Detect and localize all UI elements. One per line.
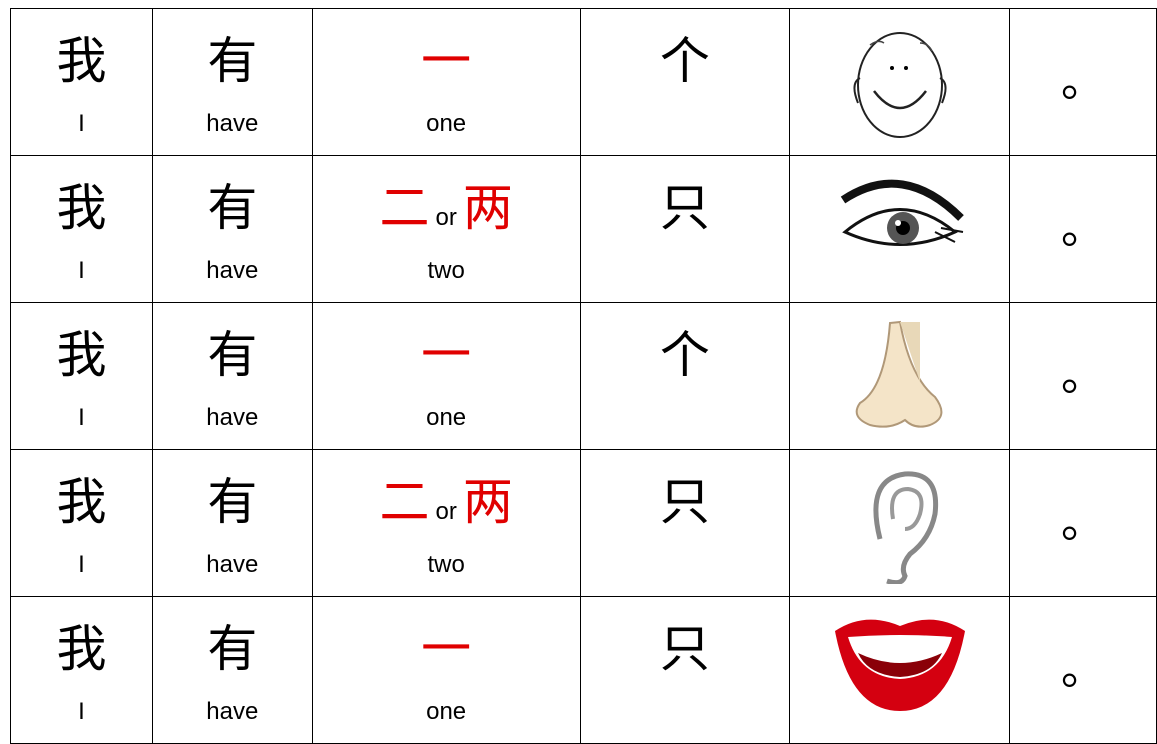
- image-cell: [789, 596, 1011, 744]
- period: 。: [1061, 203, 1106, 254]
- english-gloss: have: [206, 257, 259, 284]
- chinese-word: 我: [56, 326, 107, 384]
- english-gloss: I: [78, 257, 85, 284]
- chinese-word: 有: [207, 179, 258, 237]
- number-word: 二: [379, 473, 430, 531]
- measure-word: 只: [659, 620, 710, 678]
- chinese-number: 一: [313, 325, 580, 385]
- table-cell: 只: [579, 155, 791, 303]
- number-alt-word: 两: [462, 179, 513, 237]
- table-row: 我 I 有 have 二 or 两 two 只 。: [10, 449, 1157, 597]
- english-gloss: one: [426, 110, 467, 137]
- table-row: 我 I 有 have 二 or 两 two 只 。: [10, 155, 1157, 303]
- period: 。: [1061, 350, 1106, 401]
- measure-word: 个: [659, 326, 710, 384]
- face-image: [853, 32, 947, 138]
- chinese-word: 我: [56, 32, 107, 90]
- english-gloss: have: [206, 551, 259, 578]
- chinese-number: 二 or 两: [313, 472, 580, 542]
- table-cell: 有 have: [151, 8, 313, 156]
- table-cell: 二 or 两 two: [311, 155, 581, 303]
- chinese-word: 有: [207, 32, 258, 90]
- table-cell: 。: [1009, 155, 1157, 303]
- english-gloss: one: [426, 698, 467, 725]
- table-cell: 有 have: [151, 449, 313, 597]
- number-alt-word: 两: [462, 473, 513, 531]
- table-cell: 只: [579, 449, 791, 597]
- mouth-image: [834, 619, 965, 711]
- or-word: or: [435, 498, 457, 525]
- number-word: 一: [421, 620, 472, 678]
- table-cell: 个: [579, 302, 791, 450]
- english-gloss: have: [206, 698, 259, 725]
- image-cell: [789, 155, 1011, 303]
- table-cell: 。: [1009, 449, 1157, 597]
- english-gloss: I: [78, 404, 85, 431]
- table-cell: 有 have: [151, 302, 313, 450]
- number-word: 一: [421, 326, 472, 384]
- table-cell: 一 one: [311, 302, 581, 450]
- table-cell: 。: [1009, 302, 1157, 450]
- table-cell: 二 or 两 two: [311, 449, 581, 597]
- table-row: 我 I 有 have 一 one 个 。: [10, 302, 1157, 450]
- number-word: 二: [379, 179, 430, 237]
- chinese-word: 我: [56, 620, 107, 678]
- table-cell: 一 one: [311, 596, 581, 744]
- measure-word: 只: [659, 473, 710, 531]
- chinese-word: 有: [207, 326, 258, 384]
- english-gloss: two: [427, 551, 465, 578]
- table-cell: 有 have: [151, 596, 313, 744]
- table-row: 我 I 有 have 一 one 只 。: [10, 596, 1157, 744]
- chinese-word: 我: [56, 179, 107, 237]
- nose-image: [855, 320, 943, 428]
- image-cell: [789, 449, 1011, 597]
- ear-image: [873, 471, 938, 584]
- chinese-word: 有: [207, 620, 258, 678]
- table-cell: 有 have: [151, 155, 313, 303]
- english-gloss: I: [78, 110, 85, 137]
- image-cell: [789, 302, 1011, 450]
- chinese-word: 有: [207, 473, 258, 531]
- table-cell: 。: [1009, 596, 1157, 744]
- table-row: 我 I 有 have 一 one 个 。: [10, 8, 1157, 156]
- measure-word: 只: [659, 179, 710, 237]
- chinese-number: 一: [313, 31, 580, 91]
- period: 。: [1061, 497, 1106, 548]
- chinese-number: 二 or 两: [313, 178, 580, 248]
- english-gloss: one: [426, 404, 467, 431]
- english-gloss: I: [78, 551, 85, 578]
- or-word: or: [435, 204, 457, 231]
- english-gloss: have: [206, 110, 259, 137]
- english-gloss: two: [427, 257, 465, 284]
- table-cell: 一 one: [311, 8, 581, 156]
- eye-image: [840, 179, 964, 246]
- table-wrap: 我 I 有 have 一 one 个。我 I 有 have 二 or 两 two 只。我 I 有 have 一 one…: [10, 8, 1157, 744]
- table-cell: 。: [1009, 8, 1157, 156]
- english-gloss: have: [206, 404, 259, 431]
- period: 。: [1061, 644, 1106, 695]
- english-gloss: I: [78, 698, 85, 725]
- number-word: 一: [421, 32, 472, 90]
- chinese-word: 我: [56, 473, 107, 531]
- table-cell: 个: [579, 8, 791, 156]
- measure-word: 个: [659, 32, 710, 90]
- period: 。: [1061, 56, 1106, 107]
- image-cell: [789, 8, 1011, 156]
- vocab-table: 我 I 有 have 一 one 个。我 I 有 have 二 or 两 two 只。我 I 有 have 一 one…: [10, 8, 1157, 744]
- chinese-number: 一: [313, 619, 580, 679]
- table-cell: 只: [579, 596, 791, 744]
